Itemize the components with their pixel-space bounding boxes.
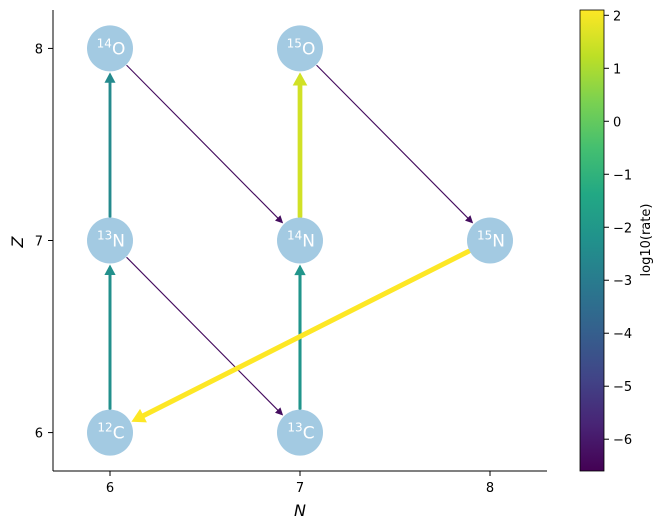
colorbar-tick-label: −5 <box>613 380 632 395</box>
node-O15: 15O <box>277 25 323 72</box>
colorbar-tick-label: 1 <box>613 62 621 77</box>
node-circle <box>87 25 133 72</box>
colorbar-tick-label: −3 <box>613 274 632 289</box>
node-circle <box>277 25 323 72</box>
node-mass-number: 13 <box>287 421 302 435</box>
colorbar-tick-label: −2 <box>613 221 632 236</box>
node-label: 15N <box>477 229 505 252</box>
node-mass-number: 13 <box>97 229 112 243</box>
x-tick-label: 8 <box>486 481 494 496</box>
node-C13: 13C <box>277 409 323 456</box>
edge-arrowhead <box>292 72 308 86</box>
node-element: C <box>303 424 315 444</box>
node-mass-number: 12 <box>97 421 112 435</box>
edges <box>104 64 474 423</box>
edge-line <box>140 248 472 419</box>
edge-line <box>126 64 279 219</box>
x-tick-label: 6 <box>106 481 114 496</box>
node-N13: 13N <box>87 217 133 264</box>
edge-arrowhead <box>464 215 474 224</box>
edge-arrowhead <box>104 72 116 83</box>
x-tick-label: 7 <box>296 481 304 496</box>
y-tick-label: 7 <box>35 235 43 250</box>
edge-C13-N14 <box>294 264 306 411</box>
edge-line <box>126 256 279 411</box>
node-label: 13C <box>287 421 314 444</box>
edge-line <box>316 64 469 219</box>
colorbar-tick-label: 0 <box>613 115 621 130</box>
edge-N13-O14 <box>104 72 116 218</box>
node-element: O <box>302 39 315 59</box>
edge-arrowhead <box>131 408 147 423</box>
axes: 6 7 8 6 7 8 N Z <box>8 10 547 520</box>
node-element: N <box>492 232 505 252</box>
y-tick-label: 6 <box>35 427 43 442</box>
colorbar-tick-label: −4 <box>613 327 632 342</box>
node-C12: 12C <box>87 409 133 456</box>
y-ticks: 6 7 8 <box>35 42 53 442</box>
node-label: 12C <box>97 421 124 444</box>
edge-arrowhead <box>274 215 284 224</box>
node-label: 15O <box>287 36 316 59</box>
node-mass-number: 15 <box>477 229 492 243</box>
colorbar: 2 1 0 −1 −2 −3 −4 −5 −6 log10(rate) <box>579 9 654 472</box>
node-element: N <box>302 232 315 252</box>
node-circle <box>467 217 513 264</box>
edge-N13-C13 <box>126 256 284 416</box>
edge-N14-O15 <box>292 72 308 219</box>
node-mass-number: 14 <box>97 36 112 50</box>
x-ticks: 6 7 8 <box>106 471 494 496</box>
node-element: N <box>112 232 125 252</box>
node-circle <box>277 409 323 456</box>
node-N15: 15N <box>467 217 513 264</box>
node-N14: 14N <box>277 217 323 264</box>
y-axis-label: Z <box>8 235 27 248</box>
node-label: 14N <box>287 229 315 252</box>
edge-O15-N15 <box>316 64 474 224</box>
edge-arrowhead <box>104 264 116 275</box>
node-label: 13N <box>97 229 125 252</box>
node-element: C <box>113 424 125 444</box>
colorbar-ticks: 2 1 0 −1 −2 −3 −4 −5 −6 <box>604 9 632 448</box>
node-circle <box>87 409 133 456</box>
x-axis-label: N <box>294 501 306 520</box>
node-circle <box>277 217 323 264</box>
colorbar-tick-label: −1 <box>613 168 632 183</box>
colorbar-label: log10(rate) <box>639 204 654 277</box>
y-tick-label: 8 <box>35 42 43 57</box>
colorbar-tick-label: 2 <box>613 9 621 24</box>
node-element: O <box>112 39 125 59</box>
colorbar-gradient <box>579 9 605 472</box>
edge-arrowhead <box>274 407 284 416</box>
edge-N15-C12 <box>131 248 472 423</box>
edge-O14-N14 <box>126 64 284 224</box>
node-circle <box>87 217 133 264</box>
node-mass-number: 15 <box>287 36 302 50</box>
node-label: 14O <box>97 36 126 59</box>
colorbar-tick-label: −6 <box>613 433 632 448</box>
node-mass-number: 14 <box>287 229 302 243</box>
edge-arrowhead <box>294 264 306 276</box>
edge-C12-N13 <box>104 264 116 411</box>
node-O14: 14O <box>87 25 133 72</box>
